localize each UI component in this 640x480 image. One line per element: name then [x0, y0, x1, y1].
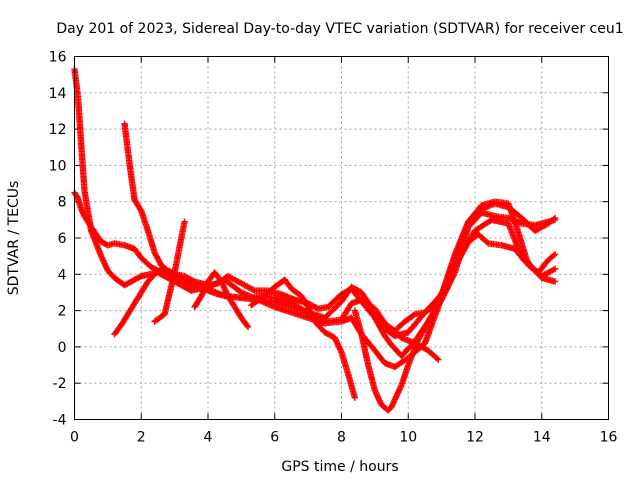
chart-title: Day 201 of 2023, Sidereal Day-to-day VTE… [56, 21, 623, 37]
y-tick-label: -4 [53, 413, 67, 429]
data-point [181, 218, 188, 225]
data-point [136, 273, 144, 281]
x-axis-label: GPS time / hours [281, 459, 398, 475]
x-tick-label: 4 [204, 430, 213, 446]
y-axis-label: SDTVAR / TECUs [6, 181, 22, 296]
y-tick-label: 0 [58, 340, 67, 356]
data-point [244, 323, 252, 331]
data-point [410, 311, 417, 319]
y-tick-label: 6 [58, 231, 67, 247]
data-point [551, 251, 559, 258]
x-tick-label: 8 [337, 430, 346, 446]
grid [74, 56, 609, 420]
y-tick-label: 16 [49, 50, 67, 66]
y-tick-label: -2 [53, 376, 67, 392]
x-tick-label: 0 [70, 430, 79, 446]
data-point [551, 278, 559, 285]
data-point [433, 355, 441, 362]
data-point [243, 322, 251, 329]
y-tick-label: 2 [58, 304, 67, 320]
data-points [71, 66, 559, 414]
y-tick-label: 14 [49, 86, 67, 102]
data-point [351, 394, 359, 401]
x-tick-label: 16 [600, 430, 618, 446]
x-tick-label: 6 [270, 430, 279, 446]
series-arc-g [248, 276, 359, 401]
y-tick-labels: -4 -2 0 2 4 6 8 10 12 14 16 [49, 50, 67, 429]
data-point [435, 356, 442, 363]
series-arc-i [371, 198, 559, 334]
x-tick-label: 10 [399, 430, 417, 446]
x-tick-label: 14 [533, 430, 551, 446]
series-arc-e [151, 218, 188, 325]
x-tick-labels: 0 2 4 6 8 10 12 14 16 [70, 430, 617, 446]
y-tick-label: 8 [58, 195, 67, 211]
y-tick-label: 4 [58, 267, 67, 283]
y-tick-label: 10 [49, 158, 67, 174]
data-point [550, 252, 557, 259]
data-point [551, 265, 559, 273]
x-tick-label: 12 [466, 430, 484, 446]
data-point [483, 239, 491, 246]
data-point [440, 285, 448, 292]
data-point [551, 216, 559, 224]
x-tick-label: 2 [137, 430, 146, 446]
plot-frame [74, 56, 609, 420]
y-tick-label: 12 [49, 122, 67, 138]
data-point [137, 206, 144, 213]
series-arc-f [191, 269, 252, 331]
